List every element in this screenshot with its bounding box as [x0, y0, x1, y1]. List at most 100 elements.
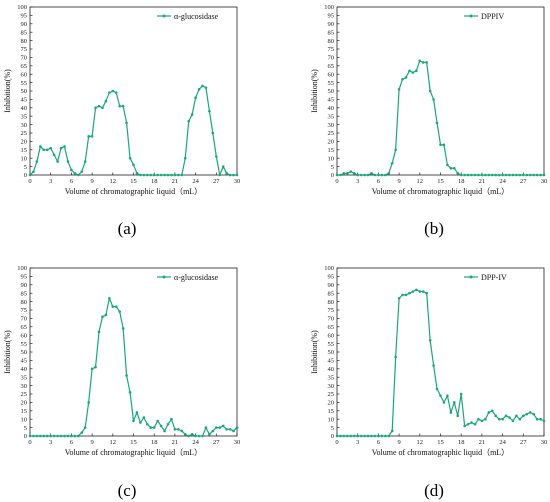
y-tick-label: 40	[328, 105, 335, 112]
legend-label: α-glucosidase	[174, 273, 219, 282]
data-point	[218, 426, 222, 429]
y-tick-label: 20	[21, 139, 28, 146]
y-tick-label: 60	[21, 332, 28, 339]
y-tick-label: 20	[21, 400, 28, 407]
data-point	[453, 166, 456, 170]
data-point	[159, 424, 163, 428]
data-point	[511, 173, 515, 177]
data-point	[111, 89, 115, 93]
x-tick-label: 21	[172, 178, 179, 185]
data-point	[90, 135, 94, 138]
y-tick-label: 85	[328, 29, 335, 36]
data-point	[535, 173, 539, 177]
data-point	[473, 422, 477, 426]
y-tick-label: 15	[21, 408, 28, 415]
data-point	[477, 173, 480, 177]
data-point	[173, 427, 177, 431]
data-point	[146, 173, 149, 177]
data-point	[39, 145, 42, 148]
data-point	[201, 84, 204, 88]
legend-marker	[162, 14, 166, 18]
data-point	[501, 417, 504, 421]
data-point	[66, 434, 70, 438]
data-point	[232, 429, 235, 433]
y-tick-label: 5	[24, 164, 27, 171]
data-point	[45, 148, 49, 152]
y-tick-label: 60	[328, 71, 335, 78]
data-point	[28, 434, 32, 438]
y-tick-label: 40	[21, 105, 28, 112]
data-point	[387, 434, 391, 438]
data-point	[342, 434, 346, 438]
y-tick-label: 35	[21, 374, 28, 381]
data-point	[394, 148, 397, 152]
data-point	[35, 434, 39, 438]
data-point	[235, 173, 239, 177]
data-point	[484, 417, 487, 421]
data-point	[373, 434, 377, 438]
data-point	[494, 173, 498, 177]
x-tick-label: 9	[90, 439, 93, 446]
data-point	[77, 434, 80, 438]
data-point	[114, 91, 118, 94]
x-tick-label: 0	[28, 439, 31, 446]
y-tick-label: 75	[328, 46, 335, 53]
data-point	[45, 434, 49, 438]
y-tick-label: 55	[21, 80, 28, 87]
y-tick-label: 0	[24, 172, 27, 179]
chart-a: 0 3 6 9 12 15 18 21 24 27 300510152025303540455055…	[3, 4, 240, 196]
legend-label: DPPIV	[481, 12, 504, 21]
data-point	[177, 173, 180, 177]
data-point	[511, 419, 515, 423]
data-point	[225, 427, 228, 431]
data-point	[114, 305, 118, 308]
data-point	[542, 173, 546, 177]
y-tick-label: 85	[21, 290, 28, 297]
series-line	[337, 289, 545, 437]
data-point	[421, 61, 425, 64]
data-point	[170, 417, 173, 421]
data-point	[515, 414, 518, 418]
data-point	[470, 421, 473, 424]
data-point	[128, 391, 132, 394]
data-point	[215, 155, 218, 158]
legend-marker	[162, 275, 166, 279]
x-tick-label: 21	[479, 178, 486, 185]
data-point	[508, 416, 511, 419]
x-tick-label: 12	[110, 439, 117, 446]
x-tick-label: 6	[377, 439, 381, 446]
data-point	[142, 416, 146, 419]
y-tick-label: 70	[328, 316, 335, 323]
x-tick-label: 30	[541, 439, 548, 446]
data-point	[187, 434, 190, 438]
x-tick-label: 30	[234, 178, 241, 185]
x-tick-label: 9	[397, 178, 400, 185]
data-point	[428, 338, 432, 342]
data-point	[490, 173, 494, 177]
data-point	[49, 434, 52, 438]
data-point	[439, 394, 442, 397]
data-point	[32, 170, 35, 173]
data-point	[473, 173, 477, 177]
data-point	[83, 426, 87, 429]
data-point	[421, 290, 425, 293]
data-point	[525, 412, 529, 416]
y-tick-label: 25	[328, 391, 335, 398]
data-point	[380, 434, 384, 438]
data-point	[197, 434, 201, 438]
y-tick-label: 80	[328, 299, 335, 306]
y-tick-label: 55	[21, 341, 28, 348]
y-tick-label: 25	[21, 391, 28, 398]
data-point	[111, 305, 115, 308]
data-point	[463, 173, 466, 177]
data-point	[373, 173, 377, 177]
legend-marker	[469, 14, 473, 18]
data-point	[335, 434, 339, 438]
y-tick-label: 90	[328, 21, 335, 28]
y-tick-label: 45	[328, 358, 335, 365]
data-point	[194, 434, 197, 438]
y-tick-label: 100	[324, 265, 334, 272]
data-point	[539, 417, 542, 421]
data-point	[159, 173, 163, 177]
x-tick-label: 6	[377, 178, 381, 185]
